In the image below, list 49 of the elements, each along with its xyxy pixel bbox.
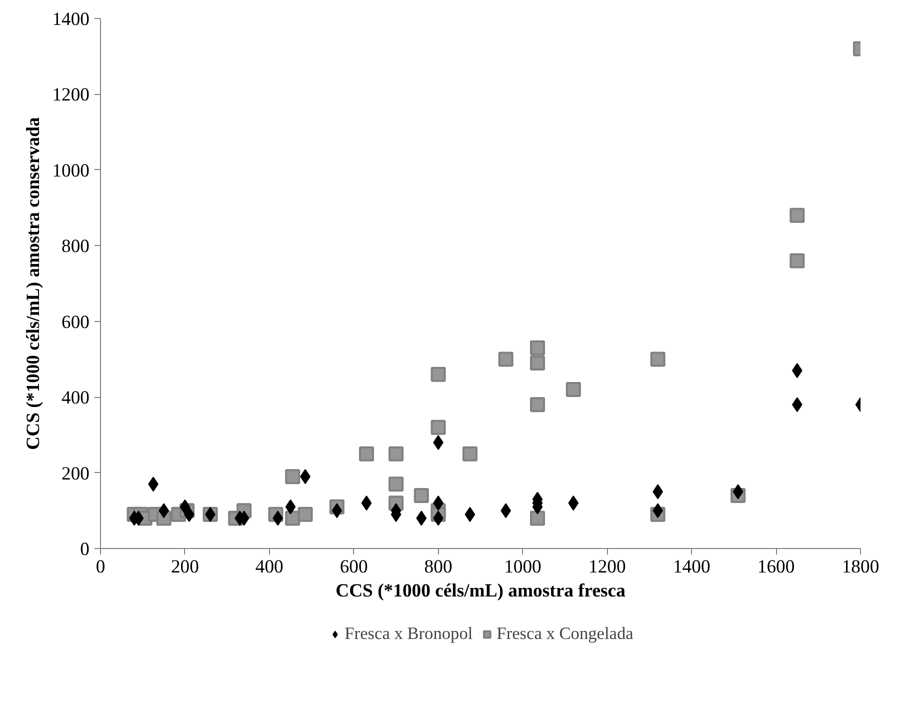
point <box>498 352 514 367</box>
point <box>462 446 478 462</box>
point <box>790 208 805 223</box>
legend-label: Fresca x Congelada <box>496 624 634 644</box>
point <box>790 253 805 268</box>
point <box>285 469 300 484</box>
y-tick-label: 600 <box>62 312 90 333</box>
point <box>566 382 581 397</box>
x-tick-label: 200 <box>170 556 199 578</box>
x-tick-label: 1000 <box>504 556 542 578</box>
point <box>388 446 404 462</box>
y-tick-label: 400 <box>62 388 90 409</box>
point <box>430 366 446 382</box>
point <box>568 496 579 511</box>
point <box>361 496 372 511</box>
x-tick-label: 600 <box>340 556 368 578</box>
point <box>359 446 374 462</box>
y-tick-label: 1400 <box>52 9 90 30</box>
point <box>433 435 444 450</box>
point <box>298 506 313 522</box>
point <box>530 510 545 526</box>
x-tick-label: 1200 <box>588 556 626 578</box>
x-tick-label: 1400 <box>672 556 710 578</box>
point <box>416 510 427 526</box>
x-tick-label: 800 <box>424 556 452 578</box>
y-tick-label: 0 <box>80 539 90 560</box>
point <box>180 499 190 514</box>
x-tick-label: 1800 <box>842 556 880 578</box>
x-axis-title: CCS (*1000 céls/mL) amostra fresca <box>336 580 626 602</box>
point <box>732 484 744 500</box>
y-tick-label: 1200 <box>52 84 90 106</box>
legend-label: Fresca x Bronopol <box>344 624 473 644</box>
y-tick-label: 200 <box>62 463 90 484</box>
x-tick-label: 0 <box>96 556 106 578</box>
y-axis-title: CCS (*1000 céls/mL) amostra conservada <box>23 116 44 450</box>
x-tick-label: 1600 <box>757 556 795 578</box>
point <box>530 340 545 356</box>
point <box>530 397 545 412</box>
y-tick-label: 800 <box>62 236 90 258</box>
point <box>332 503 342 518</box>
point <box>388 476 404 492</box>
point <box>464 506 476 522</box>
point <box>414 488 429 503</box>
y-tick-label: 1000 <box>52 160 90 182</box>
x-tick-label: 400 <box>255 556 284 578</box>
point <box>285 499 296 514</box>
point <box>530 356 545 370</box>
point <box>430 420 446 435</box>
point <box>650 352 666 367</box>
